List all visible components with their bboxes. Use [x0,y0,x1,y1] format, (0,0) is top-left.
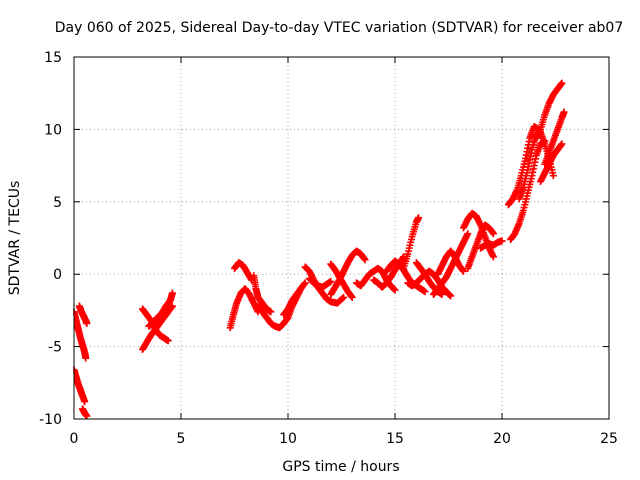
chart-title: Day 060 of 2025, Sidereal Day-to-day VTE… [55,20,624,36]
data-point [421,288,429,296]
y-tick-label: 5 [53,195,62,211]
data-point [327,277,335,285]
y-tick-labels: -10 -5 0 5 10 15 [39,50,62,428]
x-axis-label: GPS time / hours [282,459,399,475]
data-point [348,293,356,301]
data-point [83,319,91,327]
axis-ticks [73,56,610,420]
grid-lines [74,57,609,419]
data-point [297,285,305,293]
data-point [489,230,497,238]
data-point [391,286,399,294]
data-point [339,294,347,302]
data-point [489,253,497,261]
data-point [164,337,172,345]
data-point [558,79,566,87]
x-tick-label: 0 [70,431,79,447]
y-tick-label: -5 [48,340,62,356]
x-tick-label: 20 [493,431,511,447]
data-point [267,308,275,316]
data-point [301,279,309,287]
y-tick-label: 0 [53,267,62,283]
data-point [549,172,557,180]
x-tick-label: 5 [177,431,186,447]
data-point [82,354,90,362]
y-tick-label: 15 [44,50,62,66]
data-point [361,256,369,264]
y-tick-label: 10 [44,122,62,138]
data-point [464,230,472,238]
x-tick-label: 10 [279,431,297,447]
data-point [81,398,89,406]
y-tick-label: -10 [39,412,62,428]
data-point [83,412,91,419]
plot-frame [73,56,610,420]
data-point [558,140,566,148]
data-points [73,79,568,419]
data-point [560,108,568,116]
data-point [340,293,348,301]
x-tick-label: 25 [600,431,618,447]
y-axis-label: SDTVAR / TECUs [7,181,23,296]
x-tick-labels: 0 5 10 15 20 25 [70,431,618,447]
data-point [168,289,176,297]
x-tick-label: 15 [386,431,404,447]
data-point [168,302,176,310]
data-point [459,267,467,275]
data-point [447,292,455,300]
data-point [438,290,446,298]
data-point [498,237,506,245]
data-point [415,214,423,222]
